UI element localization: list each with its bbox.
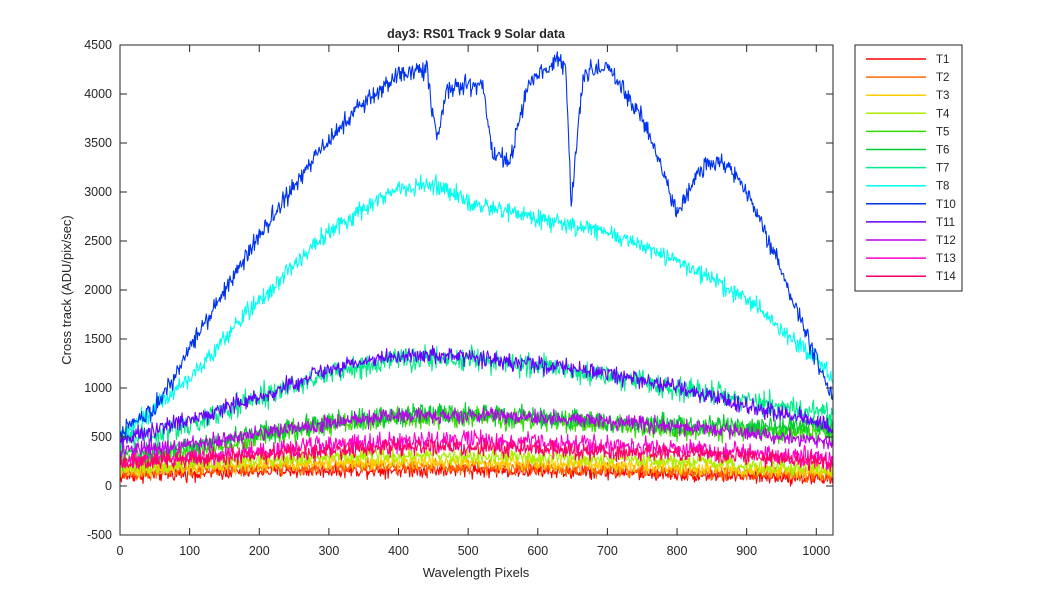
legend-item-t14: T14 [866, 271, 956, 283]
legend-label: T13 [936, 253, 956, 265]
series-line-t10 [119, 51, 834, 439]
legend-label: T5 [936, 126, 949, 138]
legend-label: T6 [936, 145, 949, 157]
legend-item-t11: T11 [866, 217, 955, 229]
x-tick-label: 300 [318, 544, 339, 558]
y-tick-label: 1000 [84, 381, 112, 395]
chart-title: day3: RS01 Track 9 Solar data [387, 27, 566, 41]
legend-item-t3: T3 [866, 90, 949, 102]
legend-item-t8: T8 [866, 181, 949, 193]
y-tick-label: -500 [87, 528, 112, 542]
legend-label: T1 [936, 54, 949, 66]
legend-label: T8 [936, 181, 949, 193]
x-axis-label: Wavelength Pixels [423, 565, 530, 580]
y-tick-label: 3000 [84, 185, 112, 199]
y-axis-label: Cross track (ADU/pix/sec) [59, 215, 74, 365]
series-line-t11 [119, 345, 834, 446]
x-tick-label: 1000 [802, 544, 830, 558]
legend-label: T10 [936, 199, 956, 211]
x-tick-label: 700 [597, 544, 618, 558]
legend-item-t4: T4 [866, 108, 950, 120]
y-tick-label: 1500 [84, 332, 112, 346]
x-tick-label: 600 [527, 544, 548, 558]
x-tick-label: 500 [458, 544, 479, 558]
x-tick-label: 100 [179, 544, 200, 558]
x-tick-label: 400 [388, 544, 409, 558]
series-line-t4 [119, 445, 834, 478]
series-line-t8 [119, 174, 834, 447]
legend-label: T7 [936, 163, 949, 175]
legend-item-t1: T1 [866, 54, 949, 66]
legend-label: T4 [936, 108, 950, 120]
legend-item-t10: T10 [866, 199, 956, 211]
x-tick-label: 800 [667, 544, 688, 558]
y-axis: -500 0 500 1000 1500 2000 2500 3000 3500 4000 4500 [84, 38, 833, 542]
x-axis: 0 100 200 300 400 500 600 700 800 900 1000 [117, 45, 830, 558]
series-line-t12 [119, 406, 834, 458]
legend-item-t7: T7 [866, 163, 949, 175]
x-tick-label: 0 [117, 544, 124, 558]
y-tick-label: 0 [105, 479, 112, 493]
series-line-t14 [119, 436, 834, 473]
legend-item-t2: T2 [866, 72, 949, 84]
x-tick-label: 200 [249, 544, 270, 558]
y-tick-label: 500 [91, 430, 112, 444]
legend-item-t12: T12 [866, 235, 956, 247]
series-layer [119, 51, 834, 487]
x-tick-label: 900 [736, 544, 757, 558]
y-tick-label: 4500 [84, 38, 112, 52]
legend-label: T12 [936, 235, 956, 247]
legend-item-t13: T13 [866, 253, 956, 265]
legend-item-t6: T6 [866, 145, 949, 157]
legend-label: T14 [936, 271, 956, 283]
series-line-t1 [119, 459, 834, 487]
y-tick-label: 4000 [84, 87, 112, 101]
y-tick-label: 3500 [84, 136, 112, 150]
legend-label: T11 [936, 217, 955, 229]
plot-area [119, 44, 834, 536]
legend: T1 T2 T3 T4 T5 T6 T7 T8 T10 T11 T12 T13 T14 [854, 44, 963, 292]
y-tick-label: 2500 [84, 234, 112, 248]
y-tick-label: 2000 [84, 283, 112, 297]
legend-label: T2 [936, 72, 949, 84]
legend-label: T3 [936, 90, 949, 102]
legend-item-t5: T5 [866, 126, 949, 138]
